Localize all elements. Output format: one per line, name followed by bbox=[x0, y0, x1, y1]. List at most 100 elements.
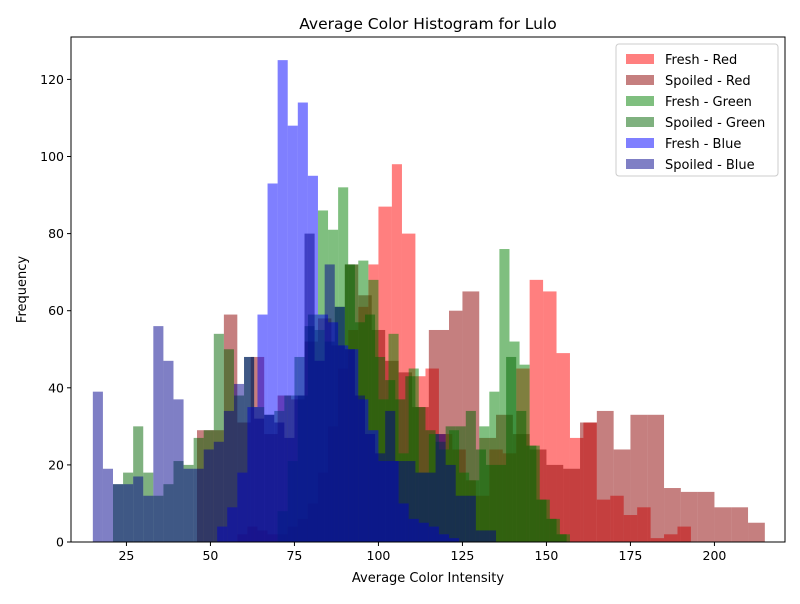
histogram-bar bbox=[731, 507, 749, 542]
histogram-bar bbox=[324, 264, 335, 542]
histogram-bar bbox=[183, 468, 194, 542]
legend-label: Spoiled - Green bbox=[665, 116, 765, 131]
y-tick-label: 40 bbox=[48, 380, 64, 395]
histogram-bar bbox=[365, 314, 376, 542]
histogram-bar bbox=[546, 518, 557, 542]
x-tick-label: 200 bbox=[703, 548, 727, 563]
legend-label: Fresh - Red bbox=[665, 53, 737, 68]
histogram-bar bbox=[465, 410, 476, 542]
histogram-bar bbox=[485, 464, 497, 542]
histogram-bar bbox=[274, 422, 285, 542]
x-axis-label: Average Color Intensity bbox=[352, 571, 504, 586]
plot-frame bbox=[70, 36, 786, 543]
histogram-bar bbox=[485, 530, 497, 542]
histogram-bar bbox=[113, 484, 124, 542]
histogram-bar bbox=[213, 441, 224, 542]
histogram-bar bbox=[580, 422, 597, 542]
legend-swatch bbox=[626, 96, 654, 106]
histogram-bar bbox=[344, 349, 355, 542]
legend-swatch bbox=[626, 117, 654, 127]
histogram-bar bbox=[395, 461, 406, 542]
histogram-bar bbox=[425, 472, 436, 542]
histogram-bar bbox=[536, 499, 547, 542]
histogram-bar bbox=[613, 449, 631, 542]
histogram-bar bbox=[365, 434, 376, 542]
histogram-bar bbox=[102, 468, 113, 542]
bars-layer bbox=[92, 60, 765, 543]
legend-box bbox=[615, 43, 779, 177]
histogram-bar bbox=[415, 472, 426, 542]
x-tick-label: 50 bbox=[202, 548, 218, 563]
histogram-bar bbox=[223, 410, 234, 542]
y-tick-label: 120 bbox=[40, 72, 64, 87]
histogram-bar bbox=[375, 453, 386, 542]
y-tick-label: 20 bbox=[48, 457, 64, 472]
histogram-bar bbox=[465, 495, 476, 542]
histogram-bar bbox=[304, 233, 315, 542]
x-tick-label: 75 bbox=[286, 548, 302, 563]
histogram-bar bbox=[496, 464, 507, 542]
histogram-bar bbox=[475, 449, 486, 542]
histogram-bar bbox=[445, 464, 456, 542]
histogram-bar bbox=[173, 399, 184, 542]
histogram-bar bbox=[697, 491, 715, 542]
histogram-bar bbox=[647, 414, 665, 542]
histogram-bar bbox=[193, 468, 204, 542]
histogram-bar bbox=[294, 395, 305, 542]
histogram-bar bbox=[354, 395, 365, 542]
histogram-bar bbox=[314, 360, 325, 542]
legend-label: Spoiled - Red bbox=[665, 74, 751, 89]
y-axis-label: Frequency bbox=[15, 256, 30, 323]
histogram-bar bbox=[213, 333, 224, 542]
legend-label: Fresh - Blue bbox=[665, 137, 741, 152]
histogram-bar bbox=[385, 410, 396, 542]
histogram-bar bbox=[284, 437, 295, 542]
x-tick-label: 125 bbox=[451, 548, 475, 563]
histogram-bar bbox=[714, 507, 732, 542]
histogram-bar bbox=[254, 418, 265, 542]
legend-swatch bbox=[626, 159, 654, 169]
histogram-bar bbox=[630, 414, 648, 542]
y-tick-label: 60 bbox=[48, 303, 64, 318]
x-tick-label: 25 bbox=[118, 548, 134, 563]
histogram-bar bbox=[244, 356, 255, 542]
histogram-bar bbox=[455, 495, 466, 542]
histogram-bar bbox=[287, 125, 298, 542]
histogram-bar bbox=[405, 376, 416, 542]
legend-swatch bbox=[626, 54, 654, 64]
legend-swatch bbox=[626, 75, 654, 85]
histogram-bar bbox=[375, 356, 386, 542]
x-tick-label: 100 bbox=[367, 548, 391, 563]
legend-label: Spoiled - Blue bbox=[665, 158, 755, 173]
histogram-bar bbox=[455, 426, 466, 542]
histogram-bar bbox=[596, 410, 614, 542]
histogram-bar bbox=[143, 495, 154, 542]
histogram-bar bbox=[264, 414, 275, 542]
series-5 bbox=[92, 233, 497, 542]
histogram-bar bbox=[123, 484, 134, 542]
x-axis: 25 50 75 100 125 150 175 200 bbox=[118, 542, 726, 563]
histogram-bar bbox=[92, 391, 103, 542]
histogram-bar bbox=[499, 249, 510, 542]
histogram-bar bbox=[203, 449, 214, 542]
histogram-bar bbox=[475, 530, 486, 542]
histogram-bar bbox=[277, 60, 288, 542]
histogram-bar bbox=[297, 102, 308, 542]
legend: Fresh - Red Spoiled - Red Fresh - Green Spo… bbox=[615, 43, 779, 177]
histogram-bar bbox=[163, 360, 174, 542]
histogram-bar bbox=[563, 468, 581, 542]
histogram-bar bbox=[680, 491, 698, 542]
y-tick-label: 80 bbox=[48, 226, 64, 241]
histogram-bar bbox=[405, 461, 416, 542]
y-tick-label: 100 bbox=[40, 149, 64, 164]
histogram-bar bbox=[435, 434, 446, 542]
y-axis: 0 20 40 60 80 100 120 bbox=[40, 72, 71, 550]
histogram-bar bbox=[267, 183, 278, 543]
legend-label: Fresh - Green bbox=[665, 95, 752, 110]
histogram-bar bbox=[748, 522, 765, 542]
legend-swatch bbox=[626, 138, 654, 148]
y-tick-label: 0 bbox=[56, 535, 64, 550]
x-tick-label: 150 bbox=[535, 548, 559, 563]
histogram-bar bbox=[233, 383, 245, 542]
